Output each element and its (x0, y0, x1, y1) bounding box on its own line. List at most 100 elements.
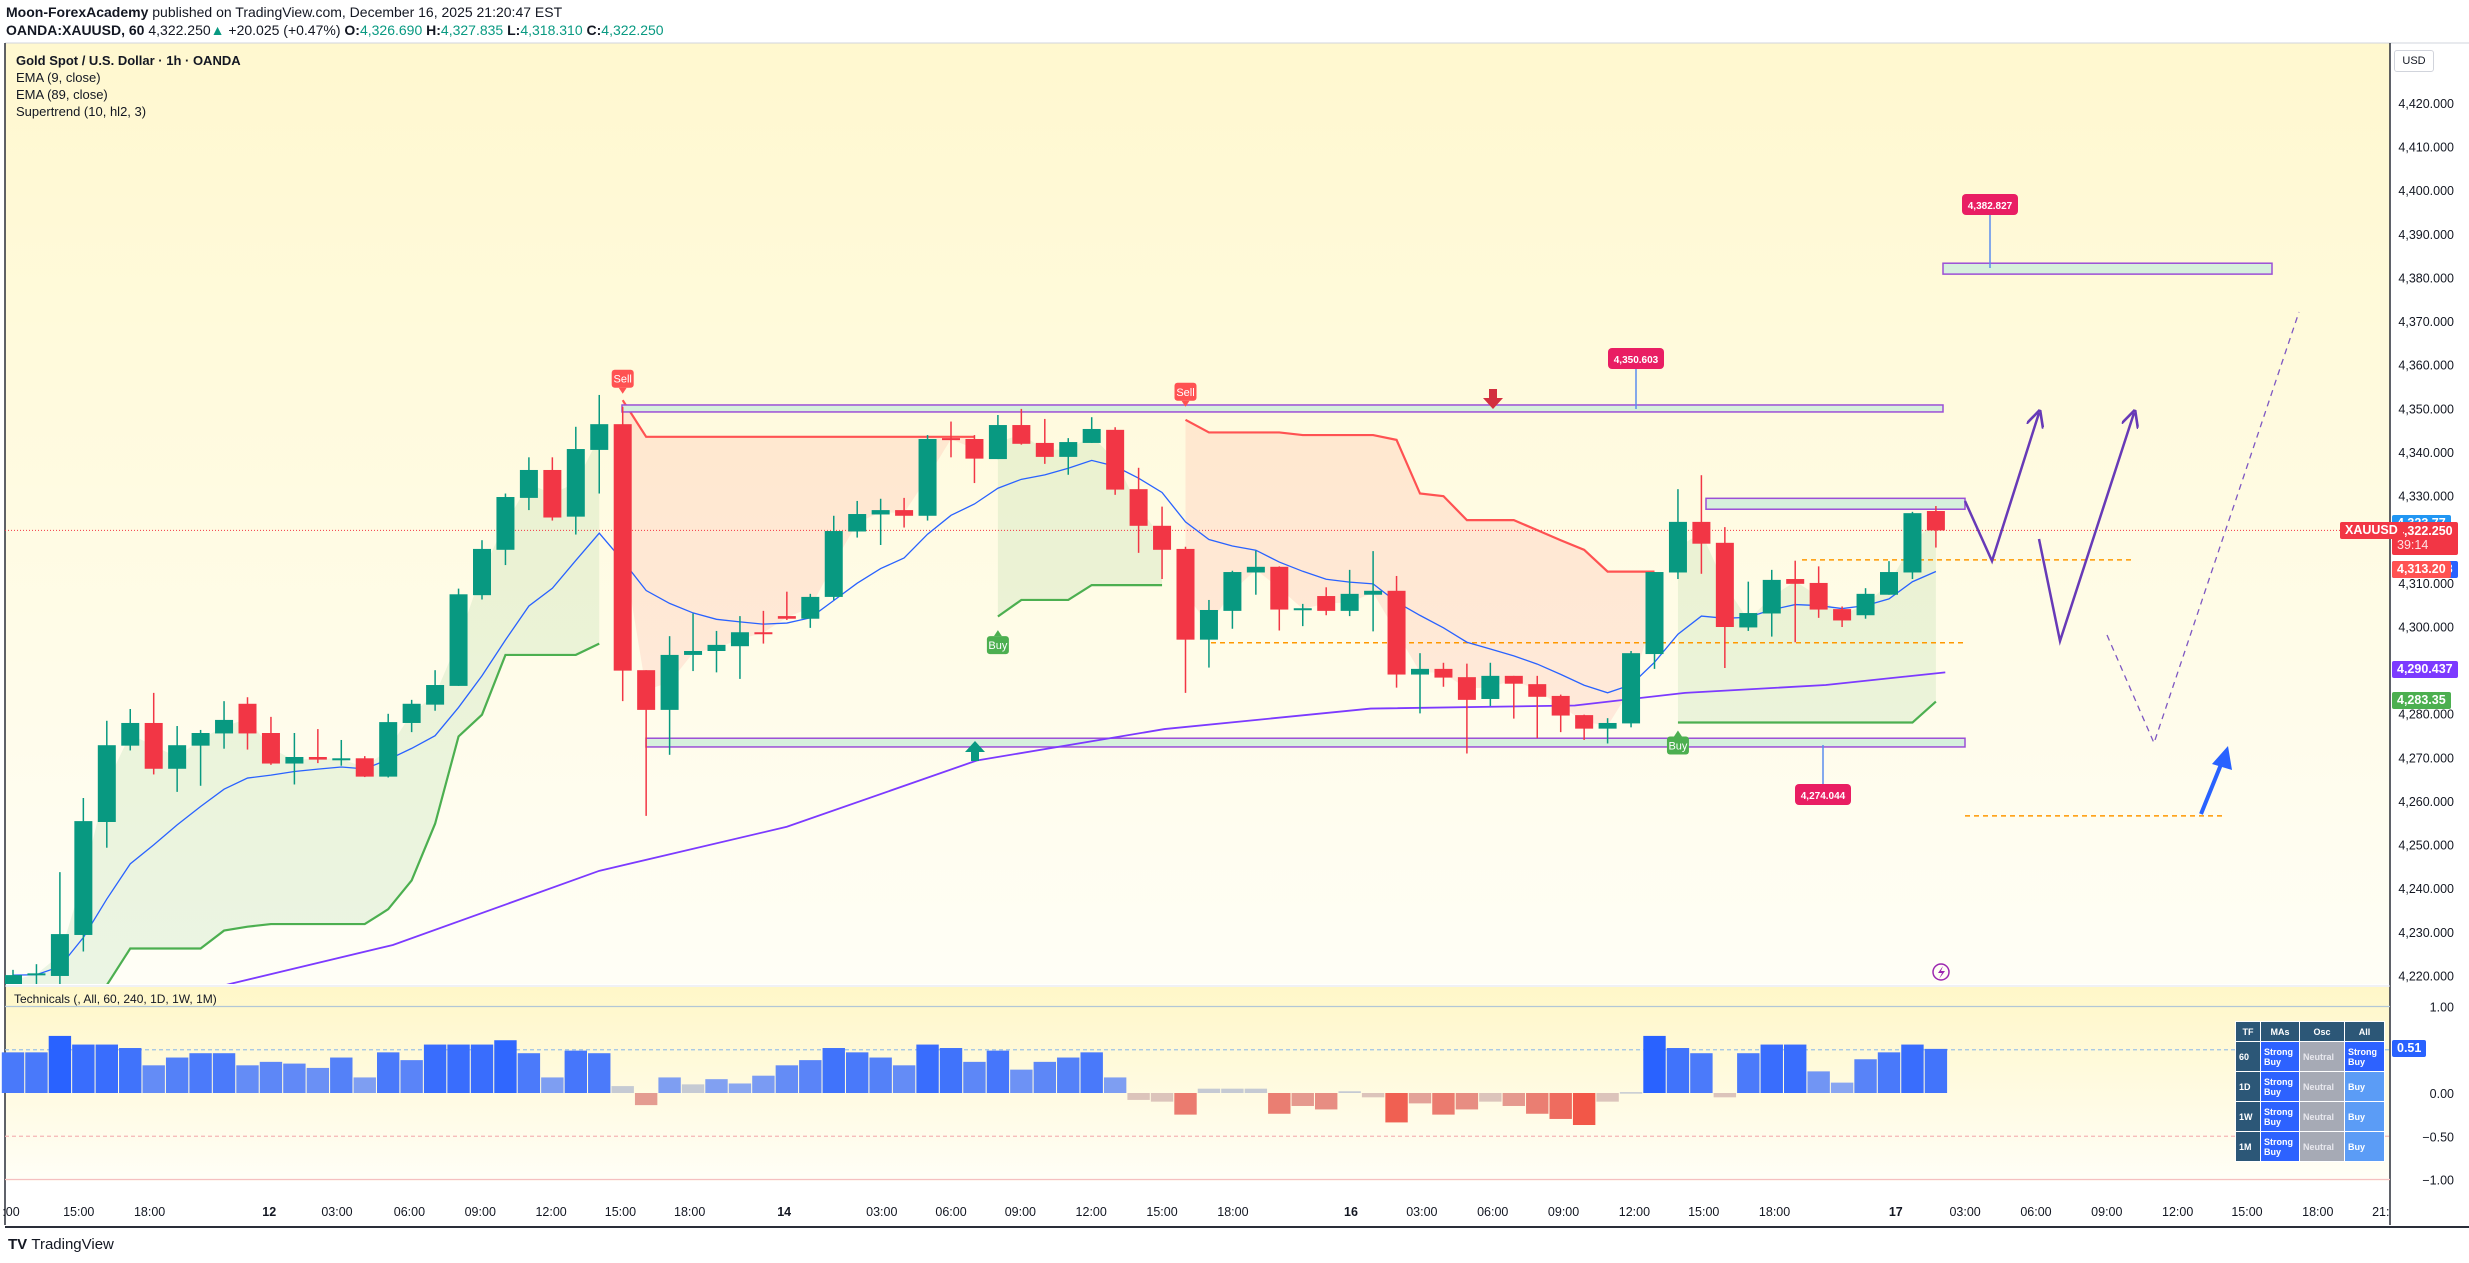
candle-body (1504, 675, 1523, 684)
candle-body (730, 632, 749, 647)
candle (660, 636, 679, 755)
candle-body (1528, 684, 1547, 697)
technicals-tick-label: −1.00 (2422, 1174, 2454, 1188)
candle-body (1762, 579, 1781, 614)
supertrend-up-line (997, 584, 1163, 618)
time-tick-label: 18:00 (1759, 1205, 1790, 1219)
supertrend-up-fill (1677, 520, 1936, 723)
technicals-bar (658, 1077, 681, 1093)
candle-body (684, 650, 703, 655)
author-name[interactable]: Moon-ForexAcademy (6, 4, 149, 20)
technicals-bar (95, 1044, 118, 1093)
candle (519, 457, 538, 511)
technicals-bar (1713, 1093, 1737, 1098)
currency-button[interactable]: USD (2394, 50, 2434, 72)
candle (1833, 606, 1852, 628)
down-arrow-icon (1483, 389, 1503, 409)
technicals-tick-label: 1.00 (2430, 1001, 2454, 1015)
table-row: 1D Strong Buy Neutral Buy (2235, 1071, 2385, 1102)
candle-body (285, 756, 304, 764)
technicals-bar (142, 1065, 165, 1093)
candle (1668, 489, 1687, 580)
technicals-bar (634, 1093, 658, 1106)
projection-path-dashed (2106, 311, 2300, 745)
technicals-value-badge: 0.51 (2392, 1040, 2427, 1058)
time-tick-label: 06:00 (1477, 1205, 1508, 1219)
candle-body (1059, 442, 1078, 457)
candle (1176, 546, 1195, 693)
candle (637, 670, 656, 816)
technicals-bar (681, 1084, 705, 1093)
candle-body (1833, 609, 1852, 621)
price-tick-label: 4,230.000 (2398, 926, 2454, 940)
price-tick-label: 4,220.000 (2398, 969, 2454, 983)
time-tick-label: 03:00 (321, 1205, 352, 1219)
legend-ema89[interactable]: EMA (89, close) (16, 87, 108, 102)
technicals-bar (775, 1065, 799, 1093)
technicals-bar (400, 1060, 423, 1093)
candle-body (942, 438, 960, 441)
technicals-bar (1221, 1088, 1244, 1093)
low-label: L: (507, 22, 521, 38)
table-row: 60 Strong Buy Neutral Strong Buy (2235, 1041, 2385, 1072)
candle-body (1129, 489, 1148, 526)
lightning-icon (1932, 963, 1950, 981)
signal-label: Sell (614, 374, 632, 386)
table-row: 1M Strong Buy Neutral Buy (2235, 1131, 2385, 1162)
candle (1059, 438, 1078, 475)
technicals-bar (1197, 1088, 1221, 1093)
technicals-bar (939, 1048, 963, 1093)
all-cell: Strong Buy (2344, 1041, 2385, 1072)
candle-body (1035, 442, 1054, 457)
blue-arrow-shaft (2199, 761, 2224, 815)
candle-body (1481, 675, 1500, 699)
th-osc: Osc (2299, 1021, 2345, 1042)
technicals-bar (1361, 1093, 1385, 1098)
tradingview-logo[interactable]: TV TradingView (8, 1236, 114, 1253)
price-tick-label: 4,270.000 (2398, 751, 2454, 765)
candle (1411, 653, 1429, 714)
time-tick-label: 16 (1344, 1205, 1358, 1219)
candle (918, 435, 937, 521)
osc-cell: Neutral (2299, 1101, 2345, 1132)
sell-signal: Sell (1174, 382, 1197, 407)
technicals-title[interactable]: Technicals (, All, 60, 240, 1D, 1W, 1M) (14, 992, 217, 1006)
candle-body (1176, 548, 1195, 640)
lightning-bolt (1938, 966, 1945, 979)
support-zone (645, 737, 1966, 748)
target-zone (1942, 262, 2273, 275)
legend-title[interactable]: Gold Spot / U.S. Dollar · 1h · OANDA (16, 53, 241, 68)
signal-label: Sell (1176, 387, 1194, 399)
projection-path-2 (2037, 413, 2134, 646)
time-tick-label: 15:00 (1146, 1205, 1177, 1219)
candle-body (97, 745, 116, 822)
candle-body (332, 758, 351, 761)
time-tick-label: 21: (2372, 1205, 2389, 1219)
zone-price-label: 4,350.603 (1614, 355, 1659, 366)
candle-body (1739, 613, 1758, 628)
time-tick-label: 12:00 (1619, 1205, 1650, 1219)
osc-cell: Neutral (2299, 1041, 2345, 1072)
time-tick-label: 18:00 (1217, 1205, 1248, 1219)
close-value: 4,322.250 (601, 22, 664, 38)
price-tick-label: 4,340.000 (2398, 446, 2454, 460)
ema9-line (12, 459, 1937, 976)
time-tick-label: 12 (262, 1205, 276, 1219)
legend-supertrend[interactable]: Supertrend (10, hl2, 3) (16, 104, 147, 119)
zone-price-label: 4,382.827 (1968, 201, 2013, 212)
sell-signal: Sell (611, 369, 634, 394)
legend-ema9[interactable]: EMA (9, close) (16, 70, 101, 85)
osc-cell: Neutral (2299, 1071, 2345, 1102)
technicals-bar (1127, 1093, 1150, 1100)
candle (1739, 581, 1758, 631)
technicals-bar (846, 1052, 869, 1093)
signal-label: Buy (988, 640, 1007, 652)
up-arrow-icon (965, 741, 985, 761)
technicals-bar (611, 1086, 634, 1093)
technicals-bar (1479, 1093, 1502, 1102)
candle (238, 697, 257, 750)
candle (308, 729, 327, 764)
candle (1622, 650, 1641, 728)
all-cell: Buy (2344, 1131, 2385, 1162)
